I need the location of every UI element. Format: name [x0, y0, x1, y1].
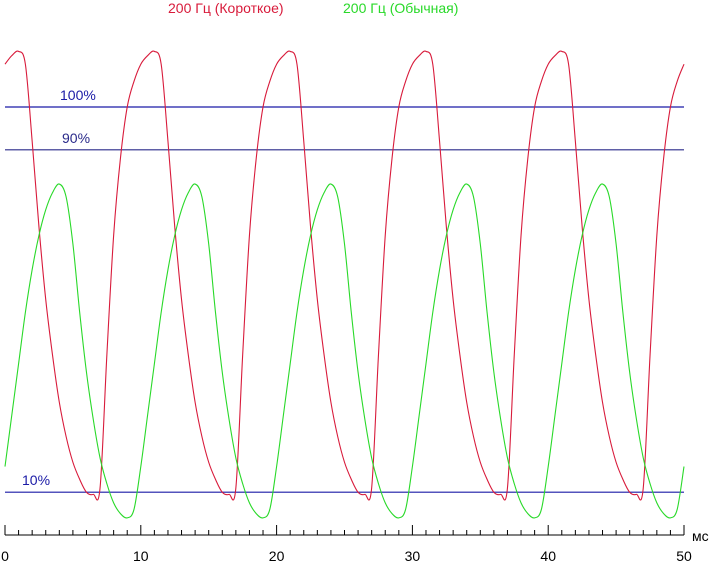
- x-axis-unit-label: мс: [692, 528, 709, 544]
- legend-entry-0: 200 Гц (Короткое): [168, 0, 284, 16]
- reference-label-10: 10%: [22, 472, 50, 488]
- x-tick-label: 0: [1, 548, 9, 563]
- series-layer: [4, 50, 685, 519]
- x-tick-label: 30: [405, 548, 421, 563]
- series-line-0: [4, 50, 685, 501]
- x-axis-tick-labels: 0 10 20 30 40 50: [1, 548, 692, 563]
- x-axis: 0 10 20 30 40 50 мс: [1, 525, 709, 563]
- x-axis-major-ticks: [4, 525, 685, 535]
- x-axis-minor-ticks: [18, 530, 671, 535]
- reference-lines: 100% 90% 10%: [5, 87, 684, 493]
- reference-label-100: 100%: [60, 87, 96, 103]
- x-tick-label: 20: [269, 548, 285, 563]
- legend: 200 Гц (Короткое) 200 Гц (Обычная): [168, 0, 458, 16]
- x-tick-label: 40: [540, 548, 556, 563]
- x-tick-label: 10: [133, 548, 149, 563]
- x-tick-label: 50: [676, 548, 692, 563]
- reference-label-90: 90%: [62, 130, 90, 146]
- legend-entry-1: 200 Гц (Обычная): [343, 0, 458, 16]
- series-line-1: [4, 183, 685, 519]
